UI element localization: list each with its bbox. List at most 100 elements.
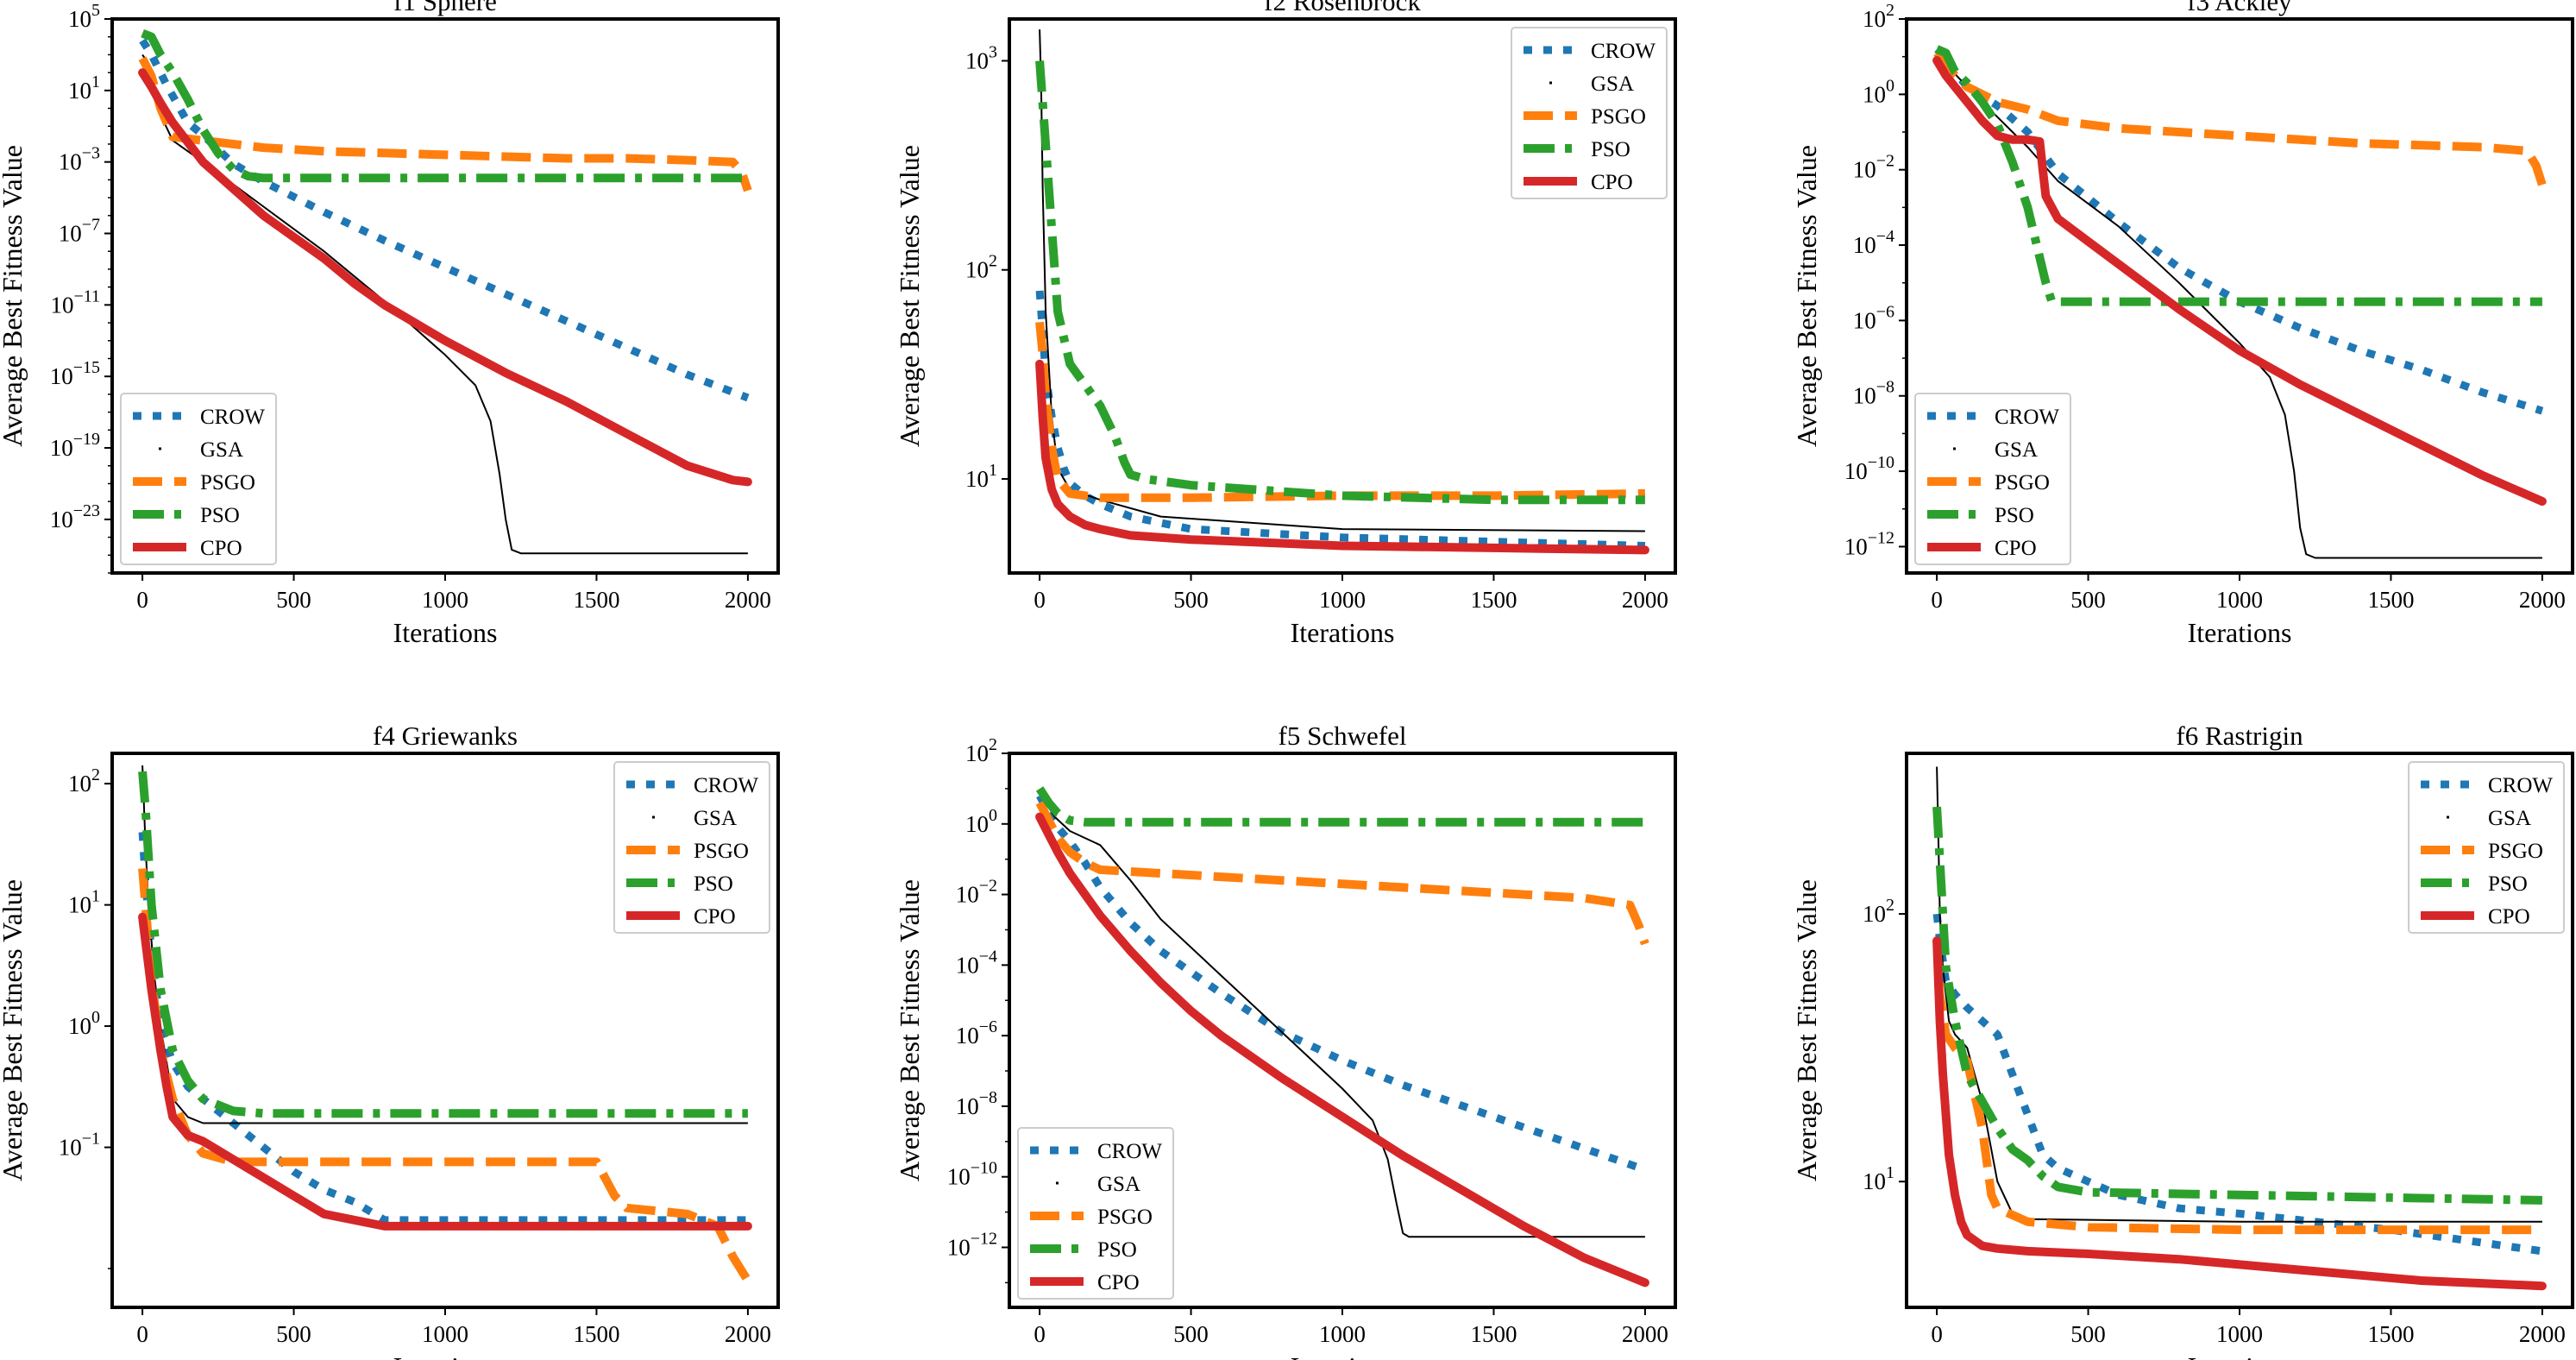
legend: CROW GSA PSGO PSO CPO (1511, 27, 1668, 199)
legend-label-pso: PSO (2488, 872, 2528, 896)
legend-label-pso: PSO (694, 872, 733, 896)
x-tick-label: 1000 (2216, 587, 2263, 613)
legend-label-crow: CROW (200, 406, 265, 429)
legend-label-crow: CROW (2488, 774, 2553, 797)
legend-box (1017, 1127, 1174, 1300)
y-axis-label: Average Best Fitness Value (1791, 145, 1822, 447)
chart-panel-f2-rosenbrock: f2 Rosenbrock 0 500 1000 1500 2000 103 102 101 It… (894, 0, 1677, 648)
legend-label-psgo: PSGO (200, 471, 255, 494)
plot-frame (1905, 17, 2574, 575)
series-line-crow (139, 38, 750, 402)
x-tick-label: 1000 (1319, 587, 1366, 613)
legend-label-pso: PSO (200, 504, 240, 527)
legend-label-psgo: PSGO (1097, 1206, 1153, 1229)
legend: CROW GSA PSGO PSO CPO (2408, 761, 2565, 934)
legend-label-psgo: PSGO (2488, 840, 2543, 863)
y-tick-label: 100 (1863, 76, 1894, 107)
x-tick-label: 500 (276, 587, 311, 613)
legend-label-psgo: PSGO (694, 840, 749, 863)
y-axis-label: Average Best Fitness Value (894, 879, 925, 1181)
x-axis-label: Iterations (393, 1351, 498, 1360)
legend-box (1914, 393, 2071, 565)
legend: CROW GSA PSGO PSO CPO (120, 393, 277, 565)
x-tick-label: 1000 (422, 1321, 468, 1347)
plot-frame (110, 752, 780, 1309)
x-tick-label: 500 (2070, 587, 2106, 613)
x-tick-label: 1000 (2216, 1321, 2263, 1347)
series-line-crow (1932, 913, 2543, 1256)
series-line-crow (1934, 46, 2544, 415)
series-line-pso (1932, 806, 2542, 1205)
x-tick-label: 0 (1034, 1321, 1046, 1347)
series-line-crow (1036, 794, 1647, 1174)
y-tick-label: 10−6 (1853, 302, 1894, 333)
series-line-cpo (138, 912, 752, 1231)
series-line-psgo (1035, 800, 1649, 946)
legend-box (120, 393, 277, 565)
y-tick-label: 10−4 (1853, 227, 1894, 258)
x-tick-label: 500 (1173, 587, 1209, 613)
y-tick-label: 101 (965, 461, 997, 492)
x-tick-label: 0 (136, 587, 148, 613)
legend-label-cpo: CPO (1097, 1271, 1140, 1294)
series-line-crow (1035, 290, 1646, 550)
y-tick-label: 10−23 (50, 501, 100, 532)
series-line-psgo (138, 56, 752, 192)
plot-frame (110, 17, 780, 575)
legend-label-psgo: PSGO (1591, 105, 1646, 129)
series-line-cpo (1035, 812, 1649, 1288)
x-tick-label: 2000 (725, 587, 771, 613)
series-group (1932, 766, 2547, 1291)
legend-label-crow: CROW (1591, 40, 1656, 63)
y-tick-label: 10−12 (947, 1229, 997, 1260)
y-tick-label: 10−7 (59, 216, 100, 247)
y-tick-label: 103 (965, 42, 997, 73)
x-axis-label: Iterations (1291, 617, 1395, 648)
chart-panel-f5-schwefel: f5 Schwefel 0 500 1000 1500 2000 102 100 10−2 10−… (894, 721, 1677, 1360)
y-tick-label: 10−2 (956, 877, 997, 908)
x-tick-label: 1000 (1319, 1321, 1366, 1347)
chart-title: f3 Ackley (2187, 0, 2292, 16)
plot-frame (1905, 752, 2574, 1309)
legend-label-gsa: GSA (694, 807, 737, 830)
y-tick-label: 10−19 (50, 430, 100, 461)
y-tick-label: 102 (965, 735, 997, 766)
legend-label-gsa: GSA (1591, 72, 1634, 96)
y-tick-label: 10−12 (1844, 528, 1894, 559)
x-tick-label: 0 (1931, 1321, 1943, 1347)
legend-label-crow: CROW (694, 774, 758, 797)
legend-label-gsa: GSA (1995, 438, 2038, 462)
series-group (138, 765, 752, 1283)
legend-label-pso: PSO (1995, 504, 2034, 527)
legend: CROW GSA PSGO PSO CPO (1914, 393, 2071, 565)
series-line-pso (141, 28, 748, 183)
legend-box (613, 761, 770, 934)
series-group (1035, 29, 1649, 555)
x-tick-label: 0 (136, 1321, 148, 1347)
y-tick-label: 10−10 (947, 1159, 997, 1190)
x-tick-label: 2000 (2519, 1321, 2566, 1347)
series-line-cpo (1035, 359, 1649, 555)
y-axis-label: Average Best Fitness Value (894, 145, 925, 447)
series-line-psgo (1933, 50, 2547, 186)
y-axis-label: Average Best Fitness Value (0, 879, 28, 1181)
y-tick-label: 100 (68, 1008, 100, 1039)
chart-panel-f4-griewanks: f4 Griewanks 0 500 1000 1500 2000 102 101 100 10−… (0, 721, 780, 1360)
y-axis-label: Average Best Fitness Value (1791, 879, 1822, 1181)
series-line-cpo (1932, 56, 2547, 506)
x-tick-label: 1000 (422, 587, 468, 613)
y-tick-label: 101 (68, 887, 100, 918)
chart-title: f1 Sphere (393, 0, 497, 16)
y-tick-label: 102 (1863, 1, 1894, 32)
series-line-psgo (1932, 940, 2542, 1235)
legend-label-crow: CROW (1097, 1140, 1162, 1163)
legend-label-psgo: PSGO (1995, 471, 2050, 494)
plot-frame (1008, 752, 1677, 1309)
chart-title: f5 Schwefel (1279, 721, 1407, 751)
x-axis-label: Iterations (2188, 1351, 2292, 1360)
legend-label-cpo: CPO (1591, 171, 1633, 194)
x-tick-label: 500 (276, 1321, 311, 1347)
x-tick-label: 1500 (1470, 587, 1517, 613)
series-line-pso (1035, 786, 1645, 827)
